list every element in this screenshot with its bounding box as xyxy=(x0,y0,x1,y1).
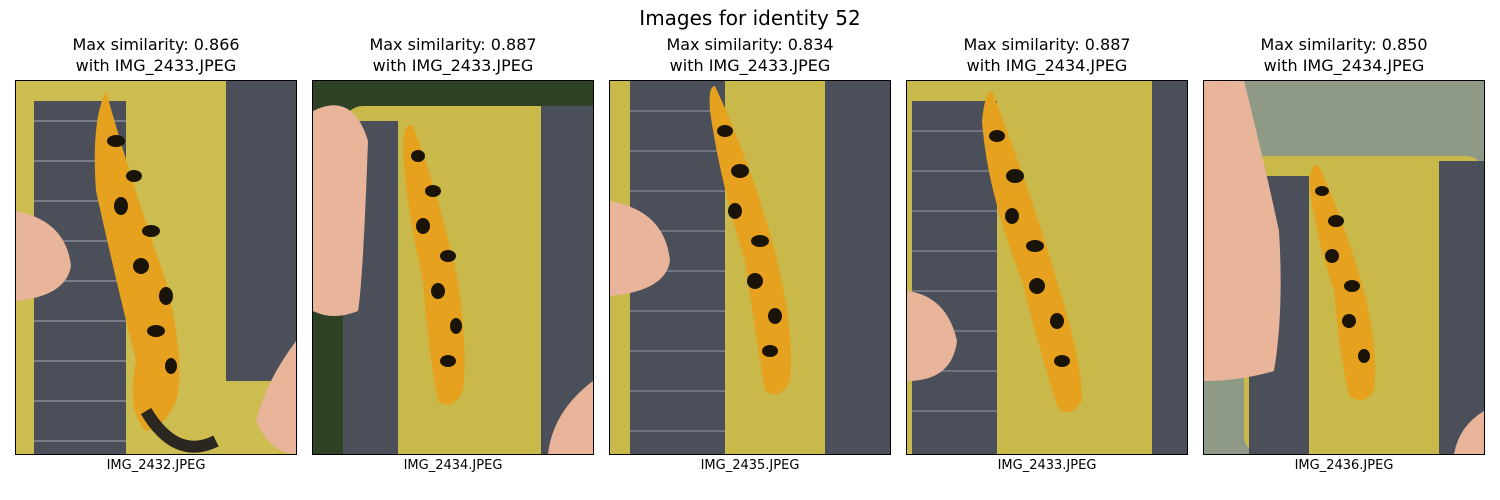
panel-title: Max similarity: 0.887 with IMG_2433.JPEG xyxy=(312,34,594,76)
match-label: with IMG_2433.JPEG xyxy=(669,56,831,75)
similarity-label: Max similarity: 0.887 xyxy=(369,35,537,54)
image-panel-1: Max similarity: 0.866 with IMG_2433.JPEG xyxy=(15,34,297,474)
image-filename: IMG_2432.JPEG xyxy=(106,458,206,473)
panel-title: Max similarity: 0.887 with IMG_2434.JPEG xyxy=(906,34,1188,76)
match-label: with IMG_2433.JPEG xyxy=(75,56,237,75)
panel-title: Max similarity: 0.850 with IMG_2434.JPEG xyxy=(1203,34,1485,76)
match-label: with IMG_2433.JPEG xyxy=(372,56,534,75)
figure-title: Images for identity 52 xyxy=(639,6,861,30)
similarity-label: Max similarity: 0.866 xyxy=(72,35,240,54)
image-panel-2: Max similarity: 0.887 with IMG_2433.JPEG… xyxy=(312,34,594,474)
image-filename: IMG_2436.JPEG xyxy=(1294,458,1394,473)
similarity-label: Max similarity: 0.850 xyxy=(1260,35,1428,54)
similarity-label: Max similarity: 0.834 xyxy=(666,35,834,54)
image-panel-5: Max similarity: 0.850 with IMG_2434.JPEG… xyxy=(1203,34,1485,474)
similarity-label: Max similarity: 0.887 xyxy=(963,35,1131,54)
panel-title: Max similarity: 0.834 with IMG_2433.JPEG xyxy=(609,34,891,76)
newt-photo xyxy=(609,80,891,455)
image-panel-4: Max similarity: 0.887 with IMG_2434.JPEG xyxy=(906,34,1188,474)
newt-photo xyxy=(312,80,594,455)
image-filename: IMG_2435.JPEG xyxy=(700,458,800,473)
newt-photo xyxy=(1203,80,1485,455)
image-panel-3: Max similarity: 0.834 with IMG_2433.JPEG xyxy=(609,34,891,474)
image-filename: IMG_2433.JPEG xyxy=(997,458,1097,473)
newt-photo xyxy=(906,80,1188,455)
image-filename: IMG_2434.JPEG xyxy=(403,458,503,473)
panel-title: Max similarity: 0.866 with IMG_2433.JPEG xyxy=(15,34,297,76)
match-label: with IMG_2434.JPEG xyxy=(966,56,1128,75)
newt-photo xyxy=(15,80,297,455)
match-label: with IMG_2434.JPEG xyxy=(1263,56,1425,75)
